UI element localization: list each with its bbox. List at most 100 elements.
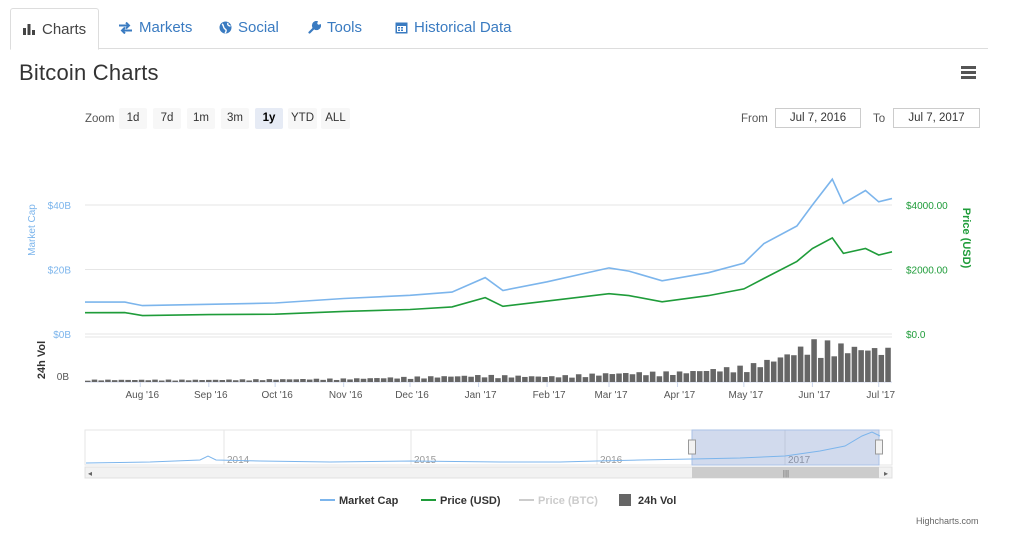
volume-bar: [401, 376, 407, 382]
volume-bar: [407, 378, 414, 382]
tab-social[interactable]: Social: [219, 8, 279, 47]
volume-bar: [555, 377, 562, 382]
volume-bar: [589, 373, 595, 382]
volume-bar: [515, 375, 521, 382]
scroll-left-arrow-icon: ◂: [88, 469, 92, 478]
volume-bar: [643, 375, 649, 382]
right-axis-tick: $2000.00: [906, 266, 948, 277]
volume-bar: [804, 354, 811, 382]
zoom-button-3m[interactable]: 3m: [221, 108, 249, 129]
x-axis-tick-label: Oct '16: [261, 390, 293, 401]
hamburger-menu-icon[interactable]: [961, 66, 976, 81]
x-axis-tick-label: Dec '16: [395, 390, 429, 401]
x-axis-tick-label: Mar '17: [594, 390, 627, 401]
volume-bar: [737, 365, 743, 382]
volume-bar: [340, 378, 347, 382]
tab-markets[interactable]: Markets: [118, 8, 192, 47]
volume-bar: [501, 375, 508, 382]
volume-bar: [602, 373, 609, 382]
volume-bar: [770, 361, 777, 382]
volume-bar: [333, 379, 340, 382]
volume-bar: [791, 355, 797, 382]
zoom-button-ytd[interactable]: YTD: [288, 108, 317, 129]
tab-charts[interactable]: Charts: [10, 8, 100, 50]
from-label: From: [741, 113, 768, 125]
x-axis-tick-label: Jun '17: [798, 390, 830, 401]
volume-bar: [219, 380, 226, 382]
navigator-series-line: [85, 431, 881, 464]
zoom-button-1m[interactable]: 1m: [187, 108, 215, 129]
volume-bar: [434, 377, 441, 382]
volume-bar: [111, 380, 118, 382]
globe-icon: [219, 21, 232, 34]
from-date-input[interactable]: [775, 108, 861, 128]
volume-bar: [105, 379, 111, 382]
volume-bar: [885, 347, 891, 382]
volume-bar: [757, 367, 764, 382]
scrollbar-grip-icon: |||: [783, 469, 789, 478]
volume-bar: [797, 346, 804, 382]
right-axis-tick: $4000.00: [906, 201, 948, 212]
volume-bar: [528, 376, 535, 382]
volume-bar: [481, 377, 488, 382]
volume-bar: [623, 373, 629, 382]
volume-bar: [199, 380, 205, 382]
volume-bar: [286, 379, 293, 382]
volume-bar: [508, 377, 515, 382]
volume-bar: [85, 380, 91, 382]
volume-bar: [582, 377, 589, 382]
left-axis-title: Market Cap: [27, 204, 38, 256]
volume-bar: [703, 370, 710, 382]
volume-bar: [824, 340, 831, 382]
tab-historical-data[interactable]: Historical Data: [395, 8, 512, 47]
volume-bar: [562, 375, 568, 382]
volume-bar: [609, 374, 616, 382]
plot-grid: [85, 204, 892, 335]
legend-item-label: Price (USD): [440, 495, 501, 507]
zoom-button-1d[interactable]: 1d: [119, 108, 147, 129]
volume-bar: [871, 348, 878, 382]
credits[interactable]: Highcharts.com: [916, 516, 979, 526]
volume-bar: [327, 378, 333, 382]
volume-bar: [293, 379, 299, 382]
volume-bar: [717, 371, 723, 382]
volume-bar: [838, 343, 844, 382]
volume-bar: [811, 339, 817, 382]
x-axis-tick-label: Sep '16: [194, 390, 228, 401]
volume-bar: [246, 380, 252, 382]
zoom-button-1y[interactable]: 1y: [255, 108, 283, 129]
tab-label: Social: [238, 19, 279, 36]
volume-bar: [696, 371, 703, 382]
volume-bar: [347, 379, 353, 382]
legend-swatch-volume: [619, 494, 631, 506]
volume-bar: [387, 377, 394, 382]
volume-bar: [360, 378, 367, 382]
volume-bar: [306, 379, 313, 382]
volume-bar: [670, 374, 676, 382]
tab-bar: Charts Markets Social Tools Historical D…: [10, 8, 988, 50]
volume-bar: [831, 356, 837, 382]
navigator-tick-label: 2015: [414, 455, 437, 466]
volume-bar: [91, 379, 98, 382]
navigator-tick-label: 2017: [788, 455, 811, 466]
volume-bar: [461, 375, 468, 382]
x-axis-tick-label: Apr '17: [664, 390, 696, 401]
volume-bar: [367, 378, 373, 382]
zoom-button-7d[interactable]: 7d: [153, 108, 181, 129]
tab-label: Charts: [42, 20, 87, 38]
to-date-input[interactable]: [893, 108, 980, 128]
volume-bar: [569, 377, 575, 382]
legend-item-label: 24h Vol: [638, 495, 676, 507]
volume-bar: [818, 357, 824, 382]
zoom-button-all[interactable]: ALL: [321, 108, 350, 129]
volume-bar: [468, 376, 474, 382]
tab-tools[interactable]: Tools: [308, 8, 362, 47]
navigator-scrollbar-track: [84, 466, 893, 479]
volume-bar: [676, 371, 683, 382]
navigator[interactable]: 2014201520162017|||◂▸: [84, 429, 893, 479]
calendar-icon: [395, 21, 408, 34]
volume-bar: [865, 350, 871, 382]
legend: Market Cap Price (USD) Price (BTC) 24h Vol: [320, 494, 676, 507]
left-axis-tick: $0B: [53, 330, 71, 341]
